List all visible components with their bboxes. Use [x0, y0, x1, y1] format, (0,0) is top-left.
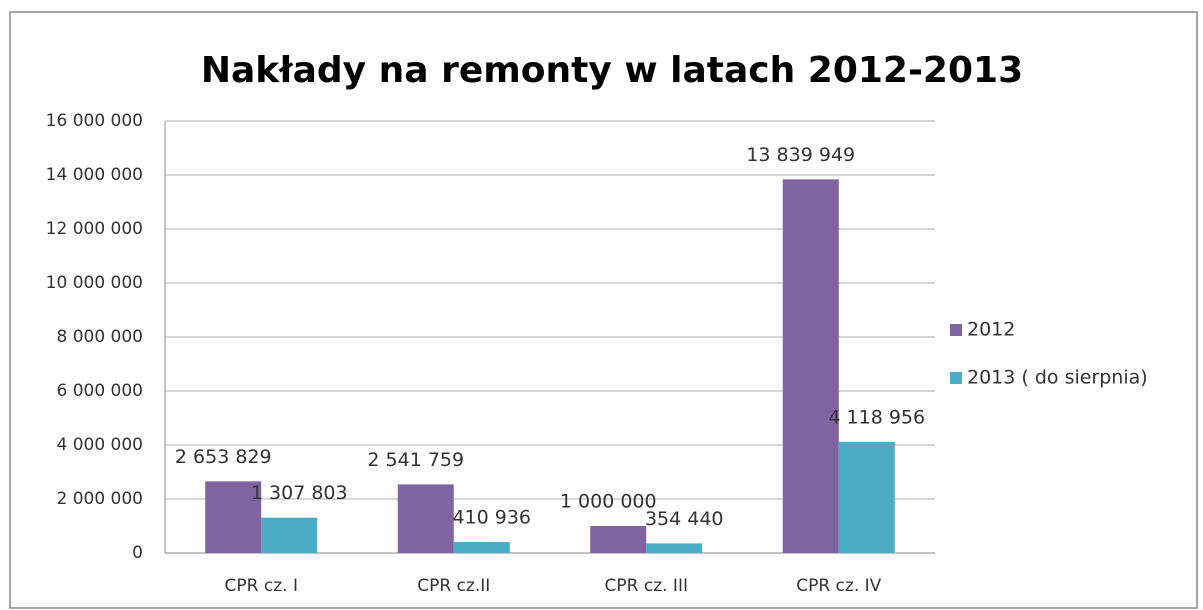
- y-tick-label: 2 000 000: [56, 489, 143, 509]
- x-tick-label: CPR cz.II: [417, 576, 490, 596]
- y-tick-label: 12 000 000: [46, 219, 143, 239]
- y-tick-label: 0: [132, 543, 143, 563]
- data-label: 2 653 829: [175, 446, 272, 468]
- data-label: 354 440: [645, 508, 724, 530]
- x-tick-label: CPR cz. I: [225, 576, 298, 596]
- legend-label: 2012: [967, 319, 1015, 341]
- data-label: 1 000 000: [560, 491, 657, 513]
- y-tick-label: 6 000 000: [56, 381, 143, 401]
- data-label: 1 307 803: [251, 482, 348, 504]
- legend-swatch: [950, 372, 962, 384]
- y-tick-label: 16 000 000: [46, 111, 143, 131]
- y-tick-label: 10 000 000: [46, 273, 143, 293]
- data-label: 2 541 759: [367, 449, 464, 471]
- bar: [397, 484, 454, 553]
- bar: [205, 481, 262, 553]
- y-tick-label: 8 000 000: [56, 327, 143, 347]
- x-tick-label: CPR cz. III: [605, 576, 688, 596]
- y-tick-label: 14 000 000: [46, 165, 143, 185]
- bar: [782, 179, 839, 553]
- y-tick-label: 4 000 000: [56, 435, 143, 455]
- chart-border: [9, 11, 1198, 609]
- x-tick-label: CPR cz. IV: [796, 576, 881, 596]
- bar: [646, 543, 703, 553]
- legend-swatch: [950, 324, 962, 336]
- bar: [838, 441, 895, 553]
- data-label: 4 118 956: [828, 406, 925, 428]
- data-label: 410 936: [452, 506, 531, 528]
- bar: [453, 541, 510, 553]
- chart-title: Nakłady na remonty w latach 2012-2013: [201, 50, 1023, 91]
- data-label: 13 839 949: [746, 144, 855, 166]
- bar: [590, 526, 647, 553]
- legend-label: 2013 ( do sierpnia): [967, 367, 1148, 389]
- bar: [261, 517, 318, 553]
